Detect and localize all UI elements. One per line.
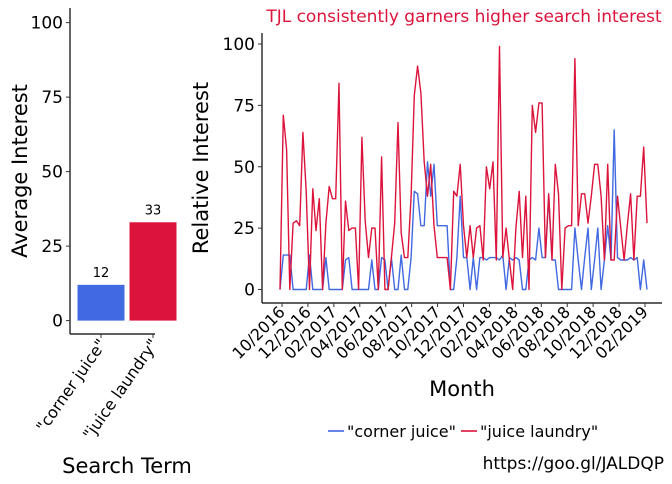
- line-x-axis-title: Month: [429, 377, 495, 401]
- chart-legend: "corner juice" "juice laundry": [328, 422, 598, 441]
- line-y-tick-label: 100: [223, 35, 255, 55]
- bar: [77, 284, 125, 321]
- bar-y-tick-label: 0: [52, 312, 63, 332]
- bar: [129, 222, 177, 321]
- line-y-tick-label: 0: [244, 281, 255, 301]
- bar-value-label: 33: [145, 203, 162, 218]
- line-y-tick-label: 75: [233, 96, 255, 116]
- chart-title: TJL consistently garners higher search i…: [265, 7, 662, 27]
- bar-y-axis-title: Average Interest: [8, 84, 32, 258]
- bar-y-tick-label: 75: [41, 88, 63, 108]
- bar-y-tick-label: 50: [41, 163, 63, 183]
- bar-y-tick-label: 100: [31, 14, 63, 34]
- legend-label: "corner juice": [347, 422, 456, 441]
- series-line: [279, 45, 648, 291]
- line-chart-panel: TJL consistently garners higher search i…: [189, 7, 662, 401]
- bar-value-label: 12: [93, 266, 110, 281]
- bar-y-tick-label: 25: [41, 237, 63, 257]
- legend-label: "juice laundry": [480, 422, 598, 441]
- line-y-axis-title: Relative Interest: [189, 82, 213, 254]
- source-caption: https://goo.gl/JALDQP: [483, 454, 664, 474]
- line-y-tick-label: 25: [233, 219, 255, 239]
- line-y-tick-label: 50: [233, 158, 255, 178]
- bar-x-axis-title: Search Term: [62, 454, 192, 478]
- series-line: [279, 129, 648, 291]
